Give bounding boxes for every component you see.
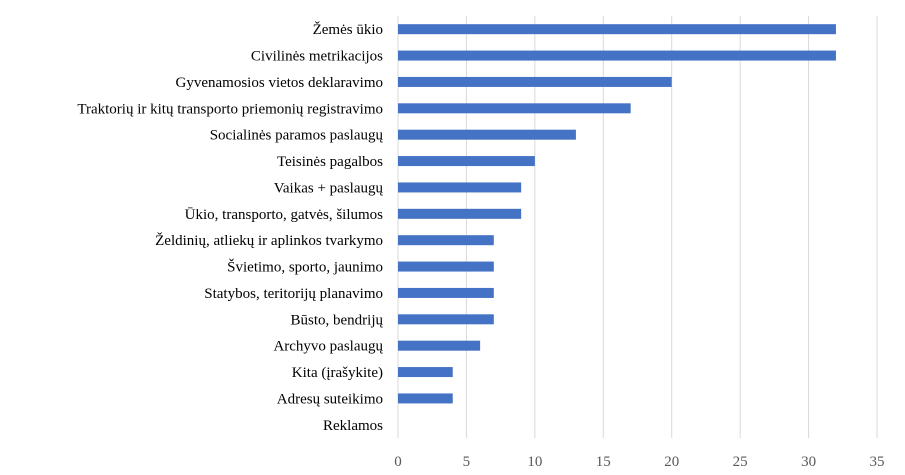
bar bbox=[398, 76, 672, 87]
bar bbox=[398, 208, 522, 219]
category-label: Želdinių, atliekų ir aplinkos tvarkymo bbox=[155, 232, 383, 249]
bar bbox=[398, 287, 494, 298]
category-label: Archyvo paslaugų bbox=[273, 339, 383, 355]
bar-series bbox=[398, 24, 836, 404]
bar bbox=[398, 235, 494, 246]
x-tick-label: 0 bbox=[394, 454, 402, 470]
category-label: Gyvenamosios vietos deklaravimo bbox=[176, 75, 383, 91]
category-label: Civilinės metrikacijos bbox=[251, 49, 383, 65]
category-labels: Žemės ūkio Civilinės metrikacijos Gyvenamo… bbox=[77, 21, 383, 434]
bar bbox=[398, 103, 631, 114]
bar bbox=[398, 261, 494, 272]
bar bbox=[398, 314, 494, 325]
category-label: Būsto, bendrijų bbox=[291, 312, 384, 328]
bar bbox=[398, 129, 576, 140]
bar bbox=[398, 340, 481, 351]
x-tick-label: 30 bbox=[801, 454, 816, 470]
category-label: Teisinės pagalbos bbox=[277, 154, 383, 170]
x-tick-label: 35 bbox=[870, 454, 885, 470]
category-label: Ūkio, transporto, gatvės, šilumos bbox=[185, 207, 383, 223]
category-label: Traktorių ir kitų transporto priemonių r… bbox=[77, 101, 383, 117]
category-label: Statybos, teritorijų planavimo bbox=[204, 286, 383, 302]
bar bbox=[398, 367, 453, 378]
category-label: Reklamos bbox=[323, 418, 383, 434]
bar bbox=[398, 393, 453, 404]
category-label: Švietimo, sporto, jaunimo bbox=[227, 259, 383, 276]
category-label: Kita (įrašykite) bbox=[292, 365, 383, 381]
x-axis-tick-labels: 0 5 10 15 20 25 30 35 bbox=[394, 454, 884, 470]
x-tick-label: 25 bbox=[733, 454, 748, 470]
category-label: Vaikas + paslaugų bbox=[274, 180, 384, 196]
bar bbox=[398, 156, 535, 167]
category-label: Žemės ūkio bbox=[313, 21, 383, 38]
category-label: Socialinės paramos paslaugų bbox=[210, 128, 384, 144]
bar bbox=[398, 50, 836, 61]
x-tick-label: 15 bbox=[596, 454, 611, 470]
x-tick-label: 5 bbox=[463, 454, 471, 470]
bar bbox=[398, 182, 522, 193]
bar bbox=[398, 24, 836, 35]
x-tick-label: 20 bbox=[664, 454, 679, 470]
category-label: Adresų suteikimo bbox=[277, 391, 383, 407]
x-tick-label: 10 bbox=[527, 454, 542, 470]
